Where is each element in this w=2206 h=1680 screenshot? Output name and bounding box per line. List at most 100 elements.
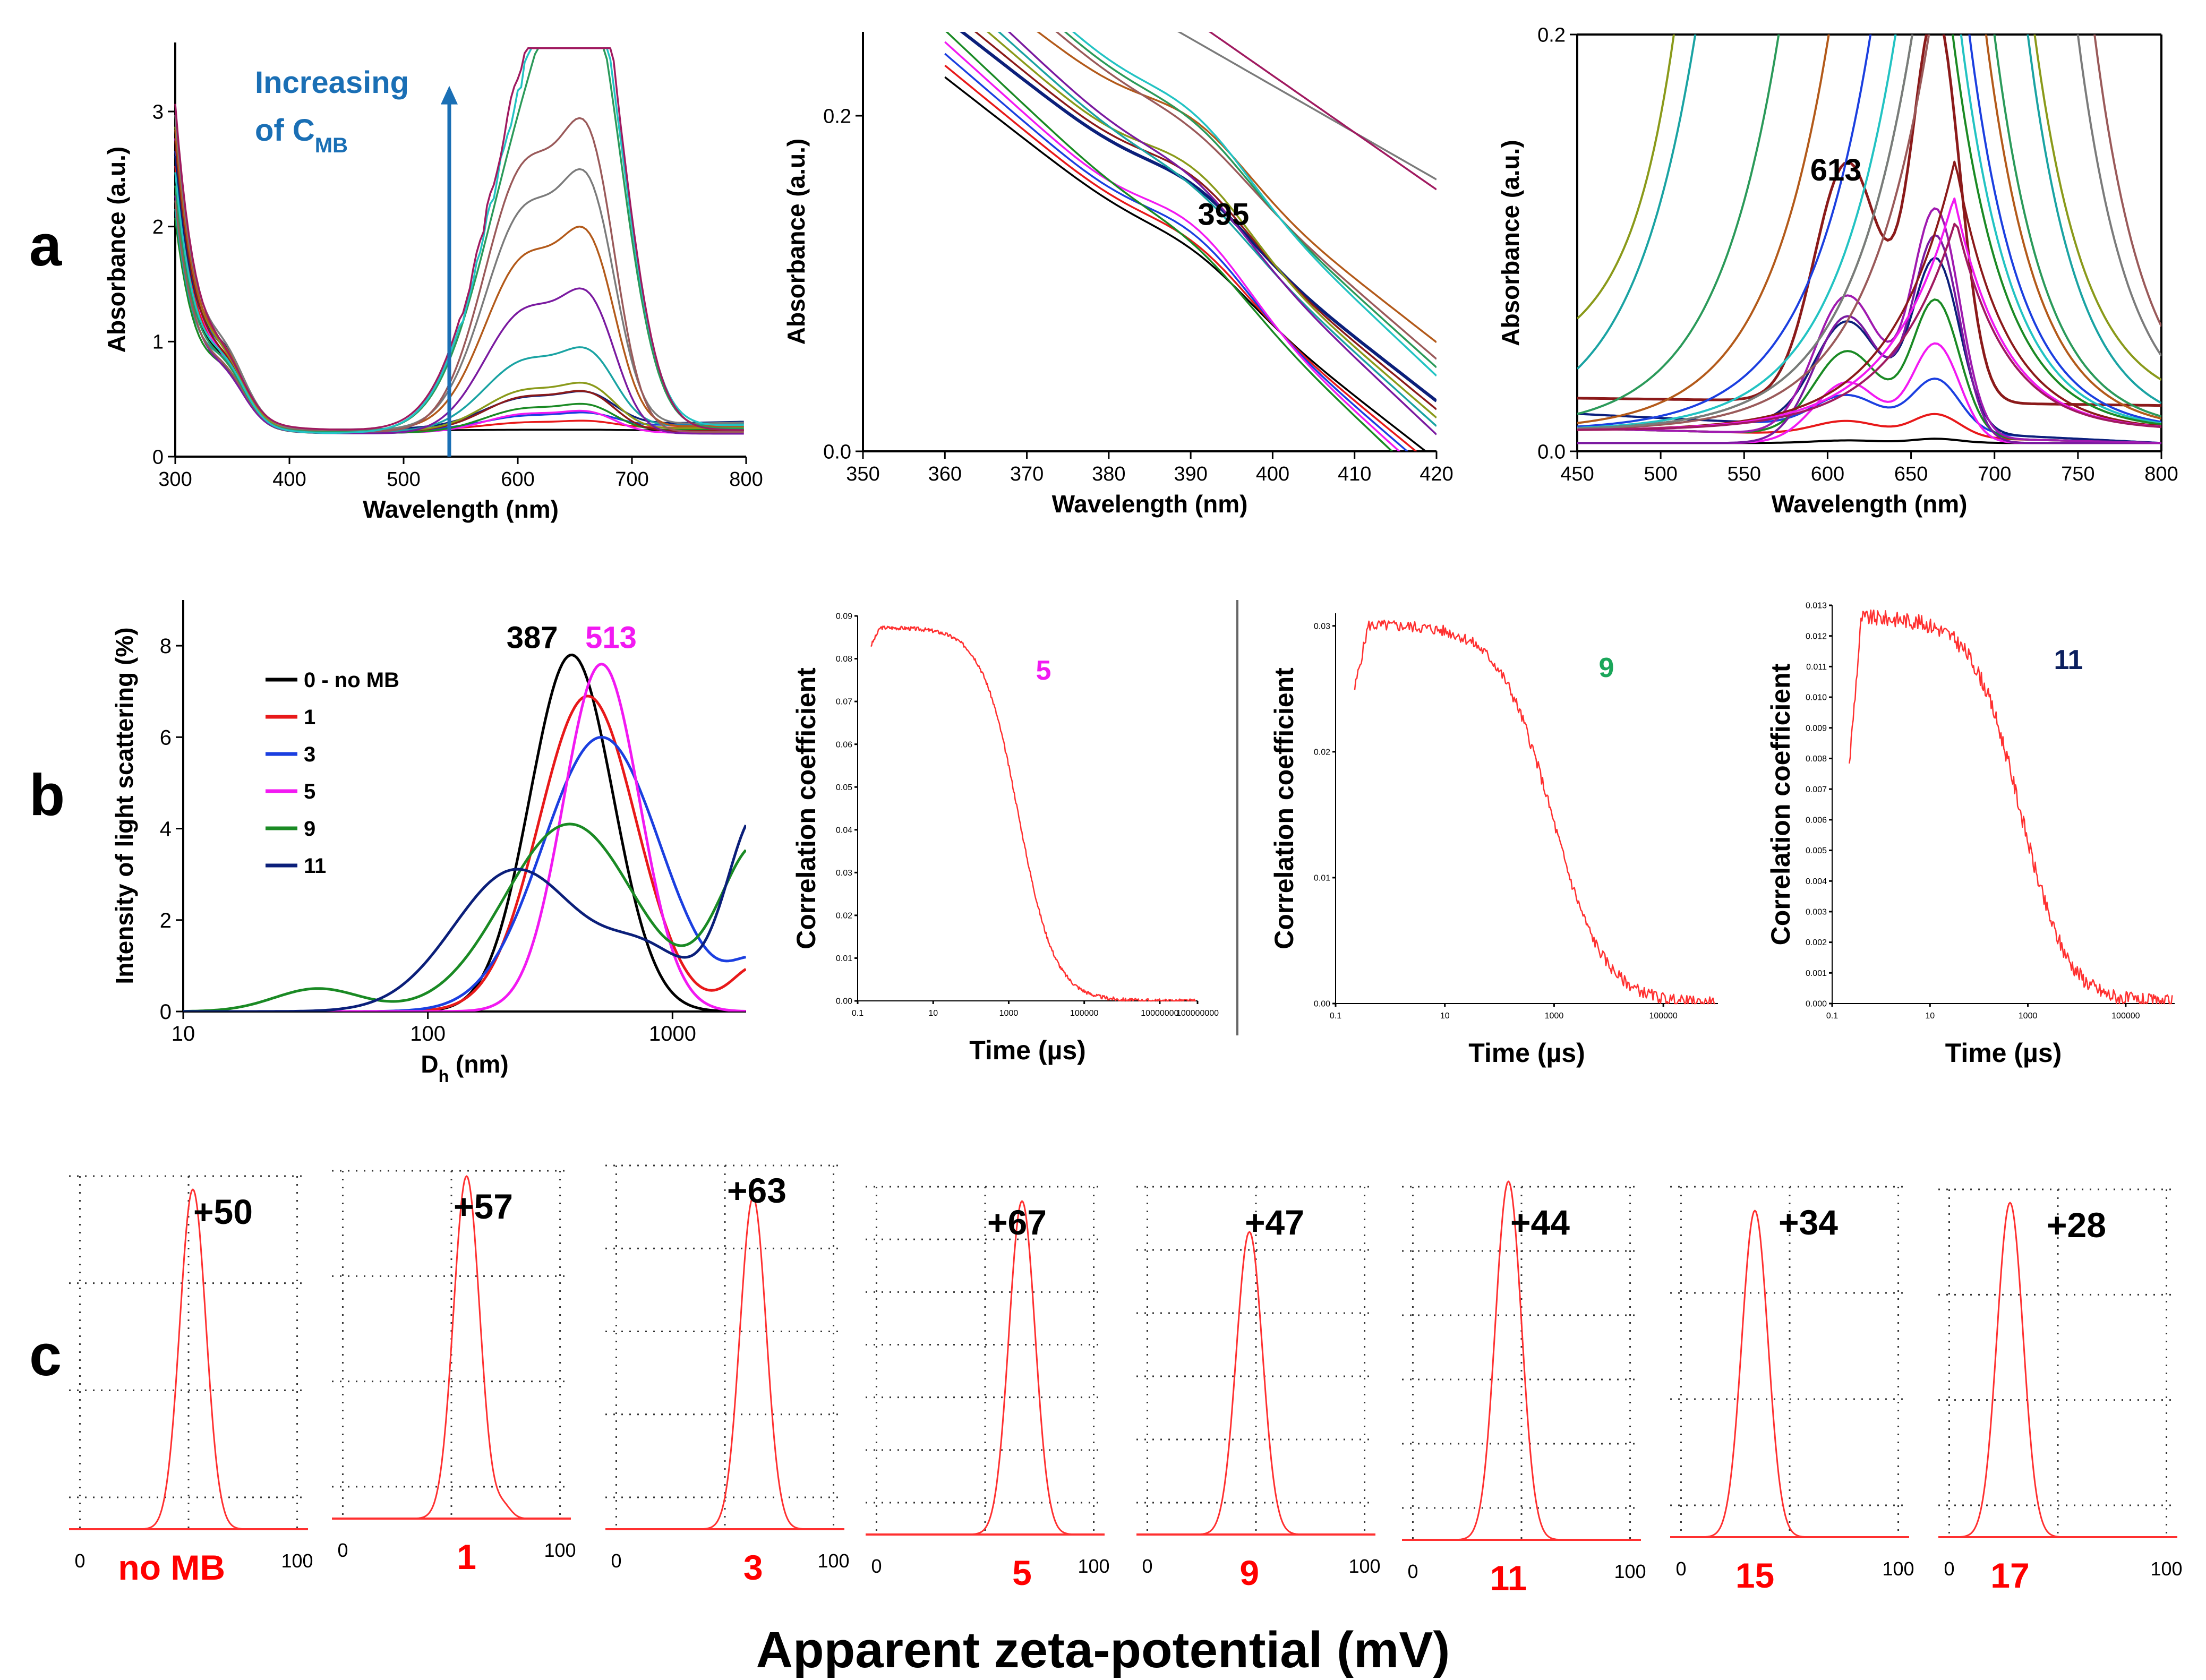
y-tick-label: 0.003 [1806,908,1827,917]
x-tick-label: 10 [172,1022,195,1045]
uv-steep-series-line [1577,35,2161,429]
x-axis-label: Time (µs) [1468,1038,1585,1068]
y-axis-label: Absorbance (a.u.) [1497,140,1524,346]
y-axis-label: Correlation coefficient [791,667,821,949]
y-tick-label: 3 [152,101,164,123]
uv-small-series-line [1577,234,2161,444]
uv-steep-series-line [1577,35,2161,424]
sample-label: 9 [1599,653,1614,683]
zeta-peak-line [866,1200,1105,1536]
zeta-peak-line [1670,1210,1909,1538]
sample-label: 9 [1239,1553,1259,1592]
y-tick-label: 0 [160,1000,172,1024]
x-axis-label: Apparent zeta-potential (mV) [756,1622,1450,1678]
legend-label: 1 [304,706,315,729]
y-tick-label: 0.03 [836,869,852,878]
uv-zoom-series-line [1208,32,1437,191]
y-tick-label: 0.01 [1314,874,1330,883]
x-tick-label: 600 [501,468,534,491]
x-axis-label-sub: h [439,1067,449,1086]
panel-label-c: c [29,1323,62,1388]
x-tick-label: 400 [1256,463,1289,485]
x-tick-label: 1000 [1545,1012,1564,1021]
uv-steep-series-line [1577,35,2161,381]
x-axis-label-unit: (nm) [449,1050,508,1078]
x-tick-label: 10 [928,1009,938,1018]
uv-zoom-series-line [944,76,1427,451]
y-tick-label: 0.004 [1806,877,1827,886]
x-tick-label: 700 [1978,463,2011,485]
x-tick-label: 420 [1420,463,1453,485]
y-tick-label: 0 [152,446,164,468]
annotation-of-cmb: of CMB [255,113,348,157]
uv-zoom-series-line [1177,32,1437,181]
y-tick-label: 0.02 [836,911,852,920]
x-tick-label: 100000 [1070,1009,1098,1018]
uv-series-line [174,47,744,433]
x-tick-label: 0 [1944,1558,1954,1580]
y-tick-label: 6 [160,726,172,749]
x-tick-label: 10000000 [1141,1009,1178,1018]
y-tick-label: 0.011 [1806,663,1827,672]
x-tick-label: 450 [1560,463,1594,485]
sample-label: no MB [118,1548,225,1587]
y-tick-label: 0.00 [836,997,852,1006]
sample-label: 11 [1490,1558,1527,1598]
y-tick-label: 0.05 [836,783,852,792]
x-tick-label: 100000000 [1176,1009,1219,1018]
x-tick-label: 300 [158,468,192,491]
legend-label: 3 [304,743,315,766]
y-tick-label: 0.2 [1537,24,1566,46]
uv-series-line [174,138,744,434]
dls-series-line [183,824,746,1012]
annotation-increasing: Increasing [255,65,409,100]
x-tick-label: 100 [1614,1561,1646,1582]
panel-label-b: b [29,762,65,828]
uv-zoom-series-line [986,32,1437,419]
x-tick-label: 0.1 [852,1009,863,1018]
x-tick-label: 0 [1407,1561,1418,1582]
y-tick-label: 0.01 [836,954,852,963]
correlation-line [870,625,1196,1002]
y-tick-label: 2 [160,909,172,932]
x-tick-label: 1000 [649,1022,696,1045]
zeta-peak-line [1136,1231,1375,1536]
uv-steep-series-line [1577,35,2161,404]
x-tick-label: 800 [2144,463,2178,485]
y-tick-label: 0.006 [1806,816,1827,825]
uv-zoom-series-line [997,32,1437,427]
x-tick-label: 350 [846,463,879,485]
panel-label-a: a [29,213,62,278]
x-axis-label: Time (µs) [969,1035,1086,1065]
zeta-panel: 0 100 +67 5 [866,1186,1110,1592]
legend-label: 11 [304,854,326,878]
dls-series-line [183,695,746,1012]
series-group [1577,35,2161,444]
y-tick-label: 0.0 [823,441,851,463]
uv-steep-series-line [1577,222,2161,431]
uv-steep-series-line [1577,35,2161,418]
legend-label: 0 - no MB [304,668,399,692]
uv-steep-series-line [1577,35,2161,428]
zeta-value: +34 [1779,1203,1838,1242]
chart-uv-vis-zoom-665: 450 500 550 600 650 700 750 800 0.0 0.2 Wavelength… [1497,24,2178,518]
y-tick-label: 0.009 [1806,724,1827,733]
uv-zoom-series-line [974,32,1437,410]
y-tick-label: 8 [160,635,172,658]
annotation-513: 513 [585,620,637,655]
annotation-387: 387 [507,620,558,655]
x-tick-label: 0 [337,1539,348,1561]
y-axis-label: Intensity of light scattering (%) [110,627,138,984]
y-tick-label: 0.03 [1314,622,1330,631]
x-tick-label: 410 [1338,463,1371,485]
x-tick-label: 1000 [2019,1012,2038,1021]
uv-series-line [174,151,744,432]
y-tick-label: 0.012 [1806,632,1827,641]
x-tick-label: 0.1 [1826,1012,1838,1021]
y-tick-label: 0.0 [1537,441,1566,463]
zeta-value: +44 [1510,1203,1570,1242]
x-tick-label: 500 [1644,463,1677,485]
zeta-peak-line [69,1188,308,1530]
y-tick-label: 0.00 [1314,1000,1330,1009]
uv-zoom-series-line [1007,32,1437,435]
